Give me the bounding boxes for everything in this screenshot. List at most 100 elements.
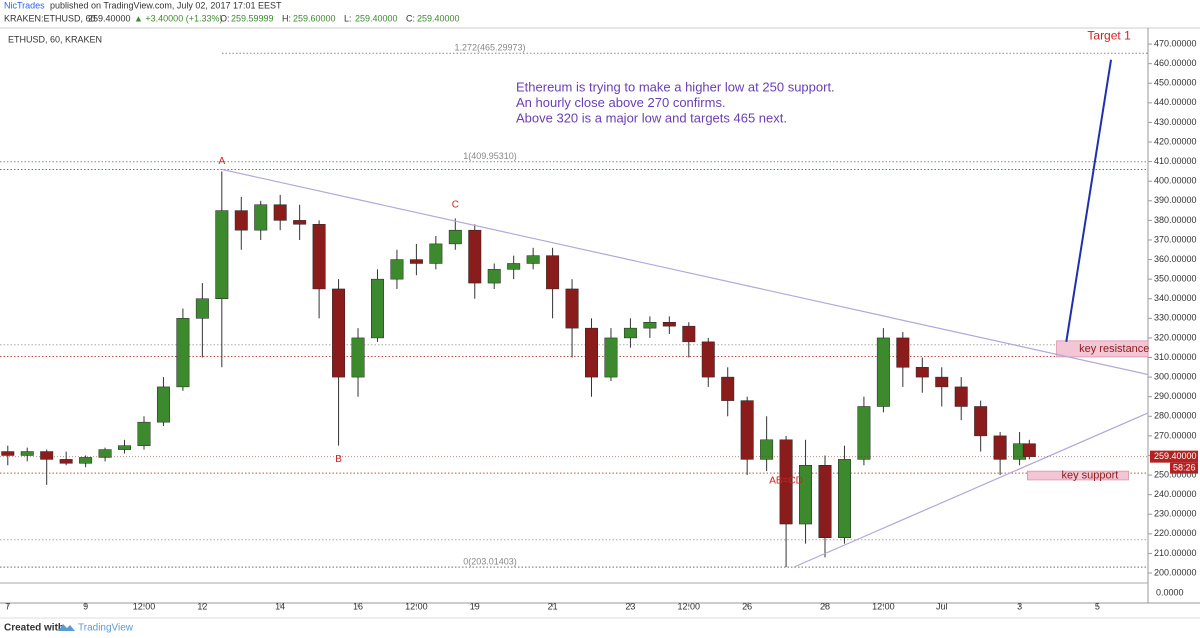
y-tick-label: 270.00000 <box>1154 430 1197 440</box>
x-tick-label: 3 <box>1017 601 1022 611</box>
footer-created: Created with <box>4 623 64 634</box>
candle-body <box>721 376 735 401</box>
candle-body <box>390 259 404 280</box>
candle-body <box>468 229 482 284</box>
candle-body <box>565 288 579 329</box>
x-tick-label: 21 <box>548 601 558 611</box>
point-label: AB=CD <box>769 476 803 487</box>
y-tick-label: 420.00000 <box>1154 136 1197 146</box>
x-tick-label: 12:00 <box>872 601 895 611</box>
candle-body <box>526 255 540 264</box>
y-tick-label: 360.00000 <box>1154 254 1197 264</box>
y-tick-label: 250.00000 <box>1154 469 1197 479</box>
candle-body <box>448 229 462 245</box>
zone <box>1027 470 1129 481</box>
countdown: 58:26 <box>1173 463 1196 473</box>
y-tick-label: 460.00000 <box>1154 58 1197 68</box>
last: 259.40000 <box>88 13 131 23</box>
candle-body <box>896 337 910 368</box>
candle-body <box>371 278 384 339</box>
last-price-tag: 259.40000 <box>1154 451 1197 461</box>
y-tick-label: 280.00000 <box>1154 411 1197 421</box>
y-tick-label: 210.00000 <box>1154 548 1197 558</box>
chart-title: ETHUSD, 60, KRAKEN <box>8 34 102 44</box>
candle-body <box>176 318 190 388</box>
candle-body <box>837 459 851 538</box>
quote-value: 259.40000 <box>417 13 460 23</box>
x-tick-label: 7 <box>5 601 10 611</box>
y-tick-label: 440.00000 <box>1154 97 1197 107</box>
footer-brand[interactable]: TradingView <box>78 623 134 634</box>
candle-body <box>507 263 521 270</box>
candle-body <box>974 406 988 437</box>
y-tick-label: 320.00000 <box>1154 332 1197 342</box>
x-tick-label: 14 <box>275 601 285 611</box>
quote-value: 259.40000 <box>355 13 398 23</box>
candle-body <box>1022 443 1036 457</box>
candle-body <box>662 321 676 327</box>
y-tick-label: 350.00000 <box>1154 274 1197 284</box>
x-tick-label: 19 <box>470 601 480 611</box>
x-tick-label: 12:00 <box>678 601 701 611</box>
candle-body <box>429 243 443 264</box>
zone-label: key support <box>1062 469 1119 481</box>
y-tick-label: 410.00000 <box>1154 156 1197 166</box>
x-tick-label: 9 <box>83 601 88 611</box>
annotation: An hourly close above 270 confirms. <box>516 95 726 110</box>
y-tick-label: 470.00000 <box>1154 38 1197 48</box>
x-tick-label: 26 <box>742 601 752 611</box>
candle-body <box>293 220 307 225</box>
candle-body <box>487 269 501 284</box>
candle-body <box>779 439 793 525</box>
quote-value: 259.60000 <box>293 13 336 23</box>
x-tick-label: 23 <box>625 601 635 611</box>
candle-body <box>585 327 598 378</box>
candle-body <box>351 337 365 378</box>
candle-body <box>195 298 209 319</box>
published: published on TradingView.com, July 02, 2… <box>50 0 282 10</box>
y-tick-label: 450.00000 <box>1154 78 1197 88</box>
candle-body <box>215 210 229 299</box>
candle-body <box>682 325 696 343</box>
y-tick-label: 330.00000 <box>1154 313 1197 323</box>
candle-body <box>234 210 248 231</box>
x-tick-label: 5 <box>1095 601 1100 611</box>
candle-body <box>98 449 112 458</box>
candle-body <box>818 465 832 538</box>
y-tick-label: 340.00000 <box>1154 293 1197 303</box>
candle-body <box>1 451 15 456</box>
y-tick-label: 390.00000 <box>1154 195 1197 205</box>
candle-body <box>254 204 268 231</box>
candle-body <box>915 367 929 378</box>
annotation: Above 320 is a major low and targets 465… <box>516 110 787 125</box>
author[interactable]: NicTrades <box>4 0 45 10</box>
candle-body <box>273 204 287 221</box>
quote-label: H: <box>282 13 291 23</box>
y-tick-label: 430.00000 <box>1154 117 1197 127</box>
last-price-tag-bg <box>1150 450 1198 463</box>
point-label: Target 1 <box>1087 28 1131 42</box>
zone <box>1056 340 1149 358</box>
countdown-bg <box>1170 462 1198 474</box>
x-tick-label: 16 <box>353 601 363 611</box>
candle-body <box>993 435 1007 460</box>
candle-body <box>643 321 657 329</box>
candle-body <box>40 451 54 460</box>
candle-body <box>79 457 93 464</box>
candle-body <box>760 439 774 460</box>
candle-body <box>156 386 170 423</box>
candle-body <box>118 445 132 450</box>
x-tick-label: 12 <box>197 601 207 611</box>
x-tick-label: 12:00 <box>133 601 156 611</box>
point-label: A <box>218 156 225 167</box>
trendline <box>793 412 1149 568</box>
y-tick-label: 230.00000 <box>1154 509 1197 519</box>
candle-body <box>935 376 949 388</box>
quote-label: C: <box>406 13 415 23</box>
y-tick-label: 370.00000 <box>1154 234 1197 244</box>
change: ▲ +3.40000 (+1.33%) <box>134 13 222 23</box>
candle-body <box>137 421 151 446</box>
candle-body <box>332 288 346 378</box>
